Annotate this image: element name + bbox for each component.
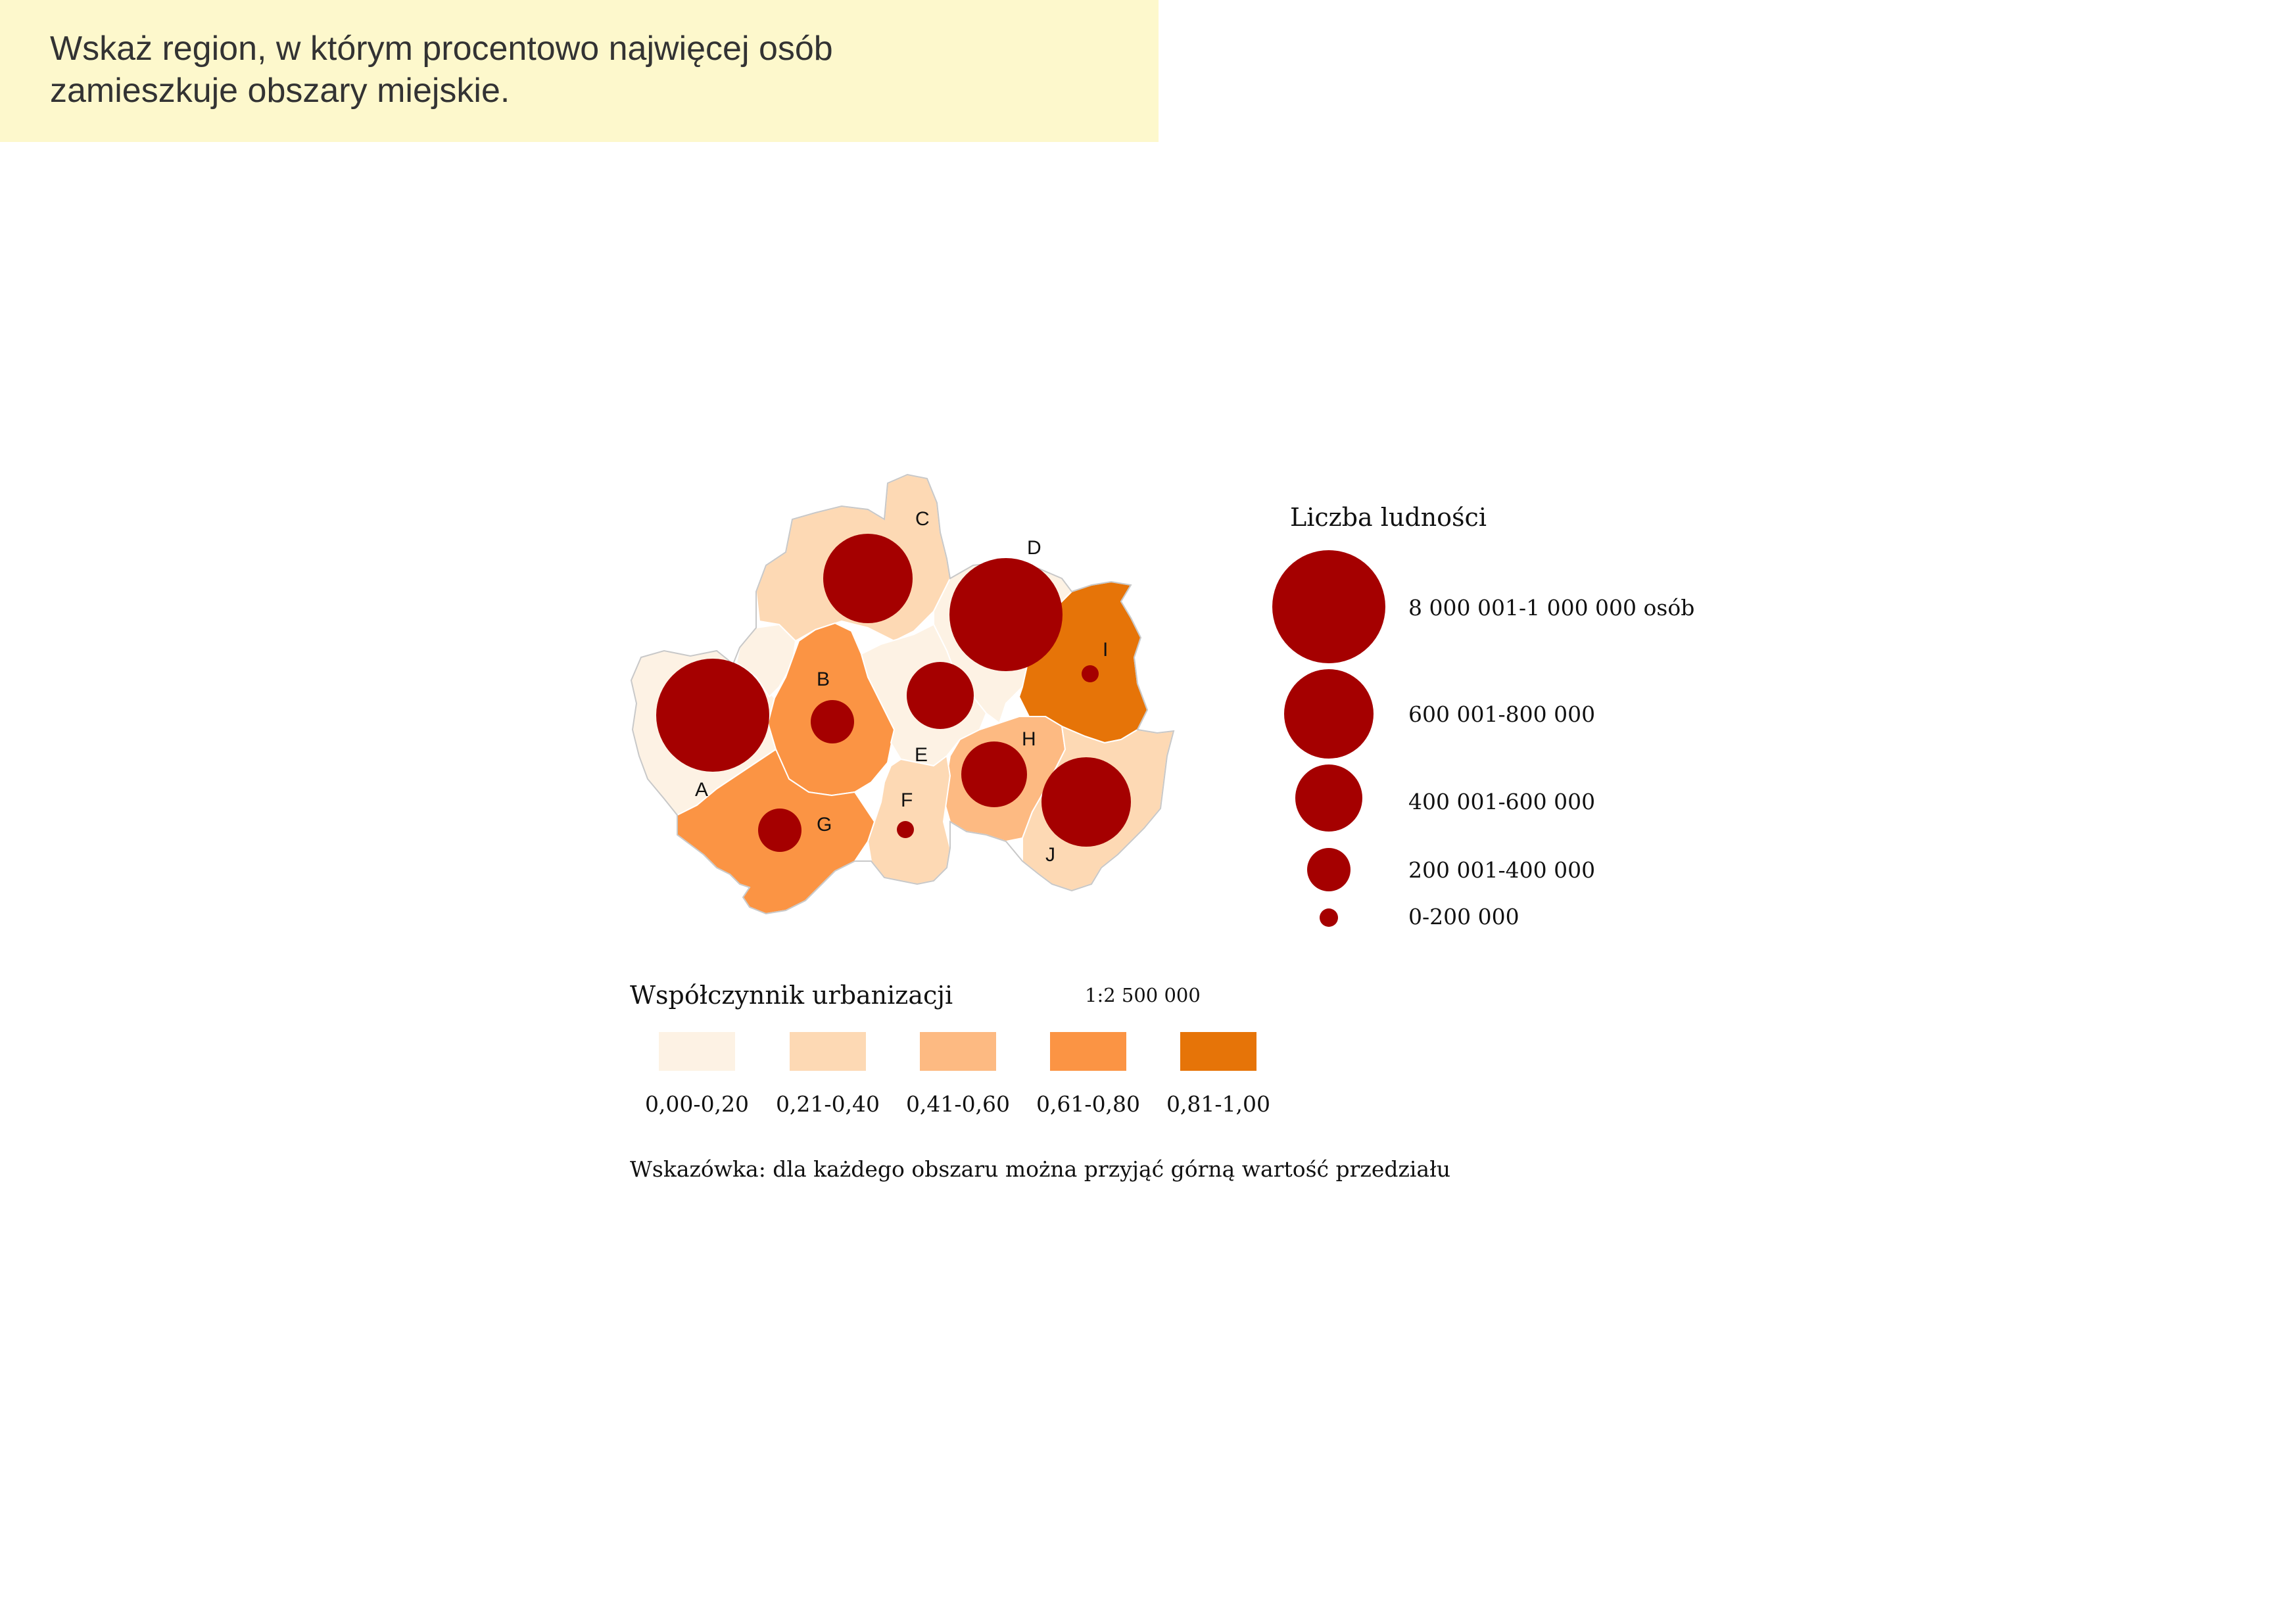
population-legend-bubble-3	[1295, 764, 1362, 832]
region-label-e: E	[915, 744, 928, 766]
question-box: Wskaż region, w którym procentowo najwię…	[0, 0, 1159, 142]
urbanization-label-4: 0,61-0,80	[1036, 1091, 1140, 1117]
region-label-f: F	[901, 789, 913, 811]
population-legend-bubble-1	[1272, 550, 1385, 663]
bubble-g	[758, 809, 801, 852]
question-line-2: zamieszkuje obszary miejskie.	[50, 72, 510, 110]
region-f[interactable]	[867, 755, 951, 885]
region-label-c: C	[915, 508, 930, 530]
region-label-i: I	[1103, 639, 1108, 661]
urbanization-swatch-4	[1050, 1032, 1126, 1071]
bubble-a	[656, 659, 769, 772]
bubble-c	[823, 534, 913, 623]
urbanization-swatch-1	[659, 1032, 735, 1071]
bubble-j	[1041, 757, 1131, 847]
population-legend-label-1: 8 000 001-1 000 000 osób	[1408, 595, 1694, 621]
region-label-b: B	[817, 669, 830, 690]
bubble-e	[907, 662, 974, 729]
urbanization-label-2: 0,21-0,40	[776, 1091, 880, 1117]
hint-text: Wskazówka: dla każdego obszaru można prz…	[630, 1156, 1450, 1182]
bubble-i	[1082, 665, 1099, 682]
bubble-d	[949, 558, 1063, 671]
population-legend-label-5: 0-200 000	[1408, 904, 1519, 929]
map-scale: 1:2 500 000	[1085, 984, 1201, 1006]
population-legend-bubble-5	[1320, 908, 1338, 927]
population-legend: Liczba ludności 8 000 001-1 000 000 osób…	[1272, 503, 1694, 929]
population-bubbles	[656, 534, 1131, 852]
bubble-h	[961, 741, 1027, 807]
urbanization-legend-title: Współczynnik urbanizacji	[630, 981, 953, 1010]
urbanization-swatch-5	[1180, 1032, 1256, 1071]
urbanization-legend: Współczynnik urbanizacji 1:2 500 000 0,0…	[630, 981, 1270, 1117]
population-legend-bubble-4	[1307, 848, 1351, 891]
region-label-j: J	[1045, 844, 1055, 866]
region-label-h: H	[1022, 728, 1036, 750]
urbanization-swatch-3	[920, 1032, 996, 1071]
region-letters: A B C D E F G H I J	[695, 508, 1108, 866]
urbanization-label-1: 0,00-0,20	[645, 1091, 749, 1117]
map-outline	[630, 473, 1175, 915]
urbanization-label-3: 0,41-0,60	[906, 1091, 1010, 1117]
population-legend-label-4: 200 001-400 000	[1408, 857, 1595, 883]
question-line-1: Wskaż region, w którym procentowo najwię…	[50, 30, 833, 68]
population-legend-title: Liczba ludności	[1290, 503, 1487, 532]
region-label-g: G	[817, 814, 832, 835]
region-label-d: D	[1027, 537, 1041, 559]
population-legend-label-2: 600 001-800 000	[1408, 701, 1595, 727]
population-legend-label-3: 400 001-600 000	[1408, 789, 1595, 814]
urbanization-label-5: 0,81-1,00	[1166, 1091, 1270, 1117]
bubble-b	[811, 700, 854, 743]
urbanization-swatch-2	[790, 1032, 866, 1071]
bubble-f	[897, 821, 914, 838]
region-label-a: A	[695, 779, 708, 801]
question-text: Wskaż region, w którym procentowo najwię…	[50, 28, 1102, 112]
population-legend-bubble-2	[1284, 669, 1374, 759]
